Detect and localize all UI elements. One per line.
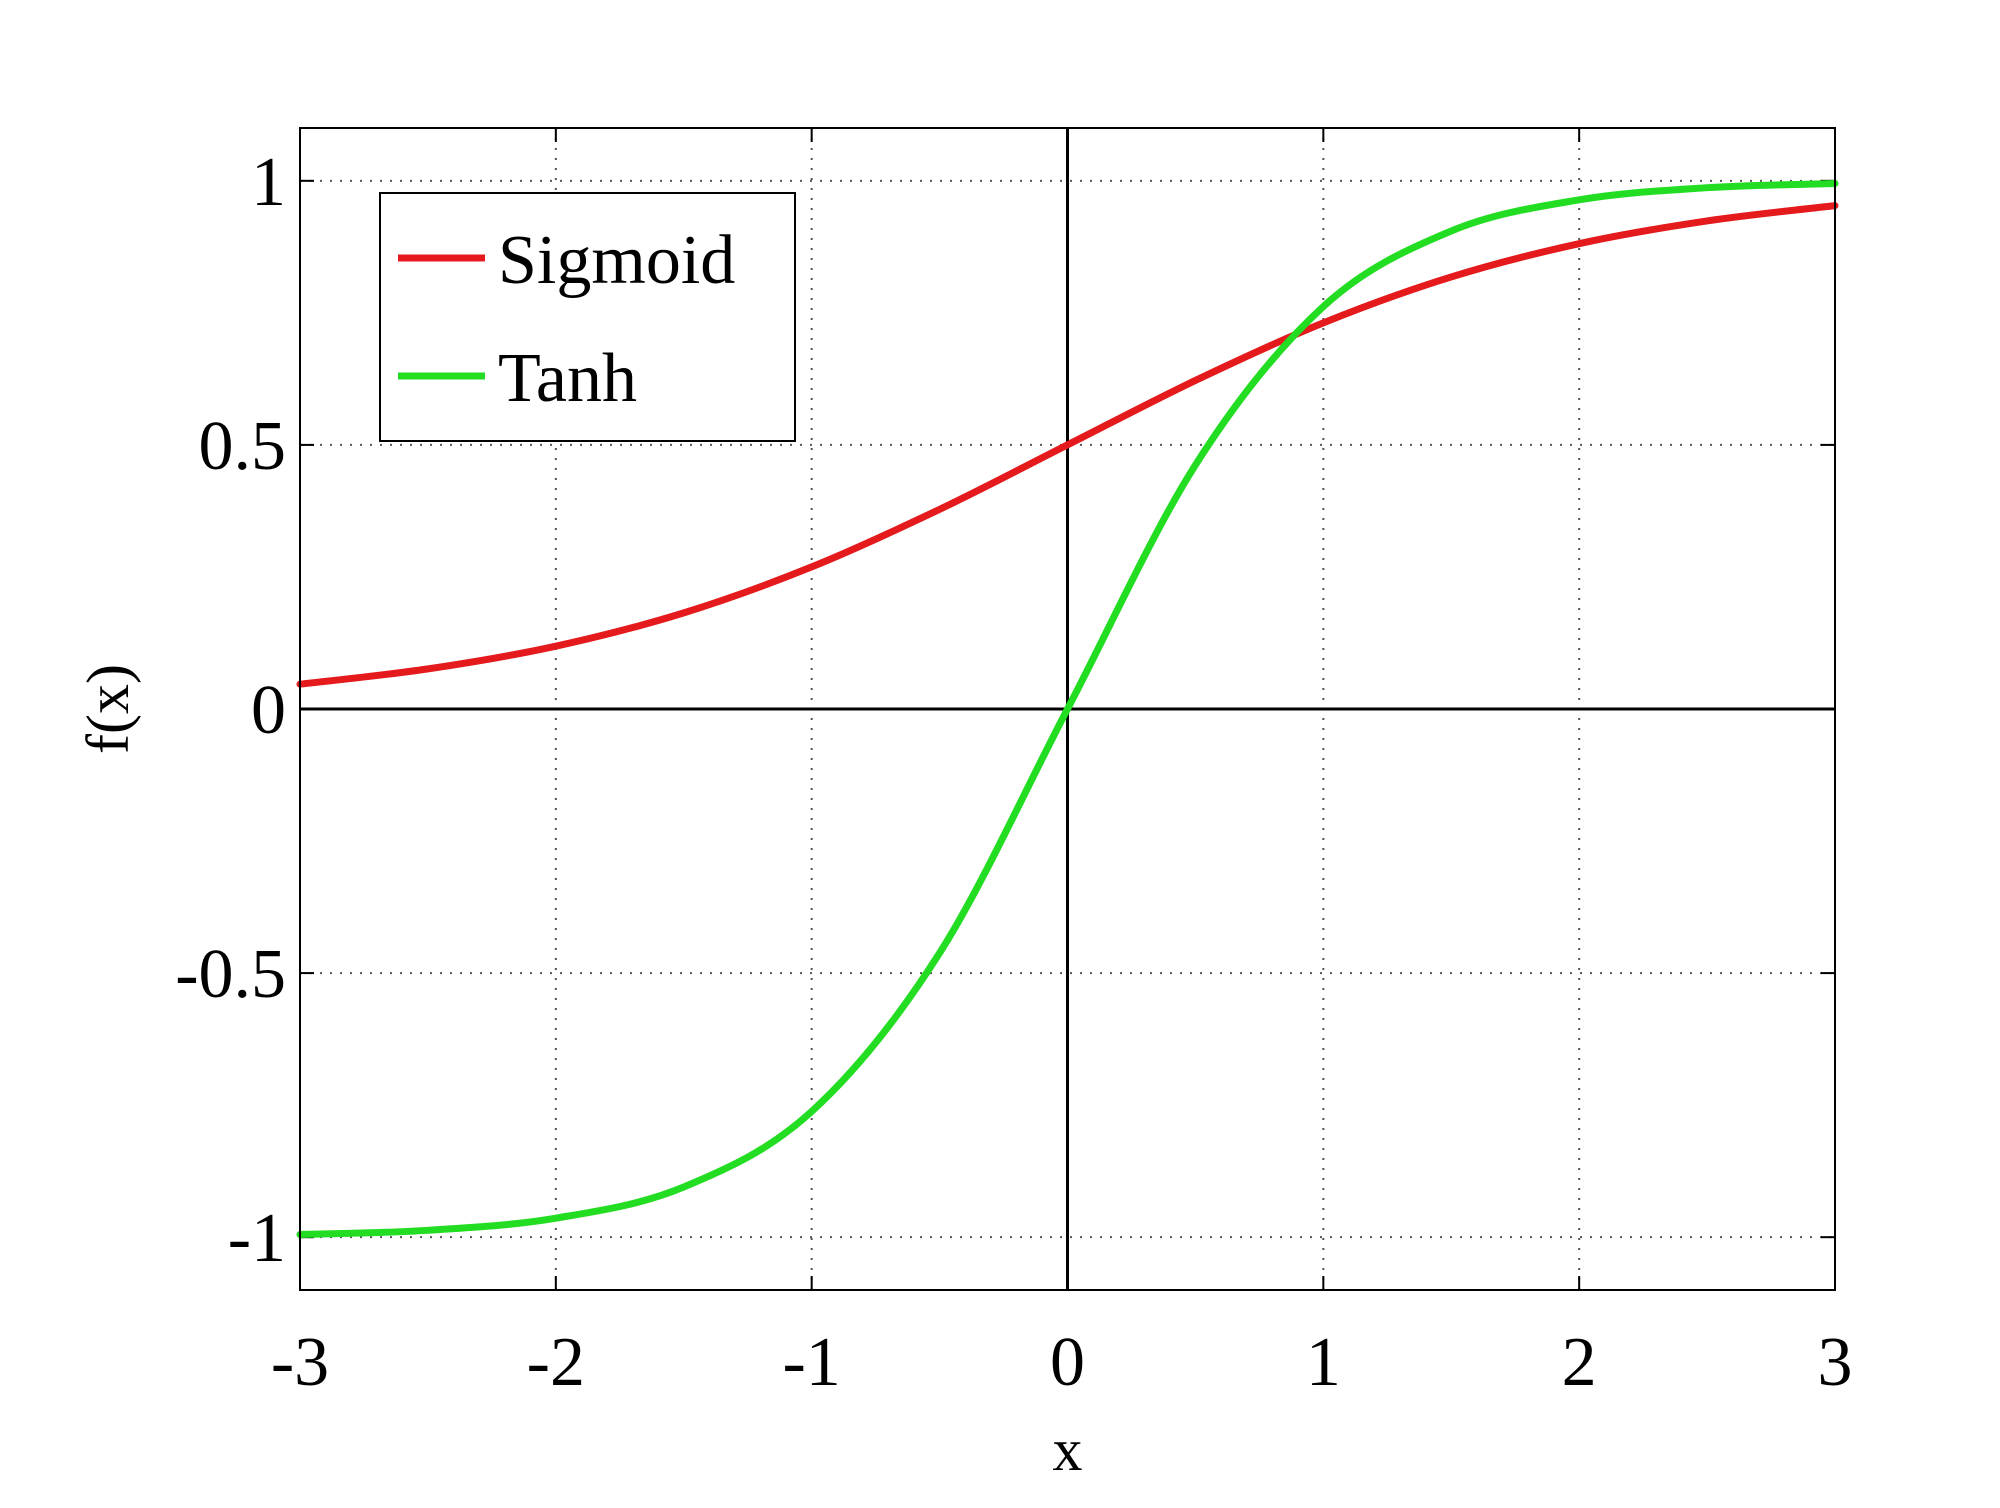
legend-label-tanh: Tanh [498, 340, 637, 417]
y-tick-label: -1 [228, 1200, 286, 1277]
legend: Sigmoid Tanh [379, 192, 796, 442]
x-tick-label: 0 [1050, 1324, 1085, 1401]
y-tick-label: 0.5 [199, 408, 287, 485]
x-tick-label: 3 [1818, 1324, 1853, 1401]
y-axis-label: f(x) [75, 664, 141, 754]
legend-label-sigmoid: Sigmoid [498, 222, 735, 299]
legend-box [379, 192, 796, 442]
x-tick-label: 2 [1562, 1324, 1597, 1401]
x-tick-label: 1 [1306, 1324, 1341, 1401]
plot-frame [299, 127, 1836, 1291]
x-axis-label: x [1053, 1417, 1083, 1483]
series-lines [296, 179, 1839, 1239]
x-tick-label: -1 [783, 1324, 841, 1401]
series-line-tanh [296, 179, 1839, 1239]
tick-labels: -3 -2 -1 0 1 2 3 -1 -0.5 0 0.5 1 [175, 144, 1852, 1401]
x-tick-label: -3 [271, 1324, 329, 1401]
series-line-sigmoid [296, 202, 1839, 688]
y-tick-label: 0 [251, 672, 286, 749]
y-tick-label: -0.5 [175, 936, 286, 1013]
x-tick-label: -2 [527, 1324, 585, 1401]
y-tick-label: 1 [251, 144, 286, 221]
